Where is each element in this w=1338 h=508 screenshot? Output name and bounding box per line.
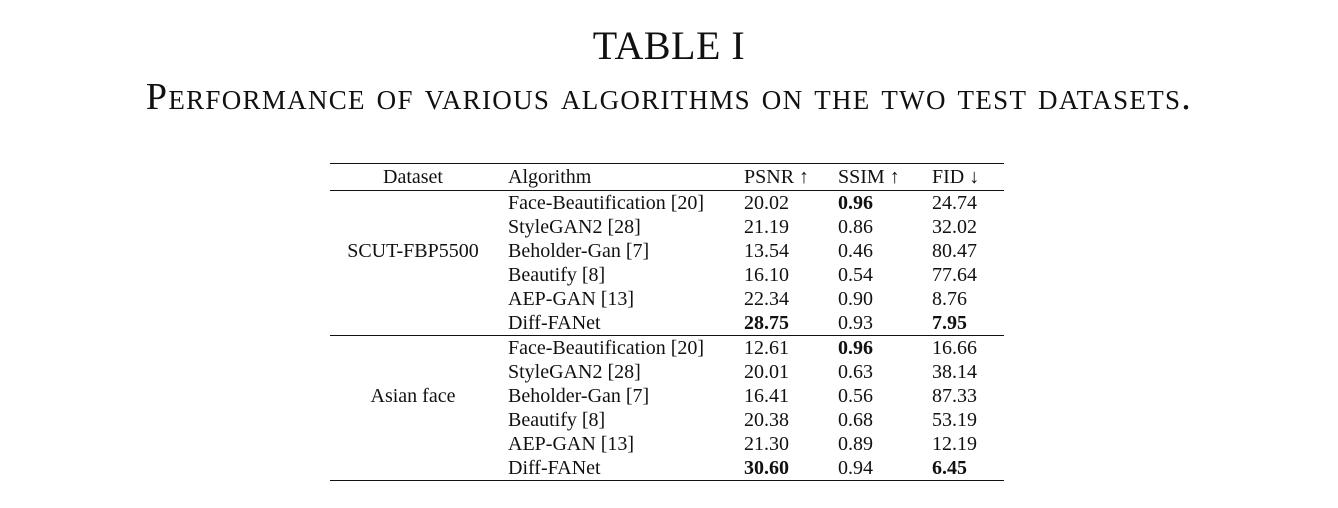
cell-psnr: 13.54 xyxy=(744,240,789,262)
cell-algorithm: Diff-FANet xyxy=(496,456,744,481)
dataset-group: Face-Beautification [20] 12.61 0.96 16.66 St… xyxy=(330,335,1004,481)
cell-ssim: 0.96 xyxy=(838,335,932,360)
cell-fid: 6.45 xyxy=(932,456,1004,481)
table-row: Asian face Beholder-Gan [7] 16.41 0.56 87.33 xyxy=(330,384,1004,408)
cell-dataset xyxy=(330,456,496,481)
cell-dataset xyxy=(330,432,496,456)
cell-psnr: 16.41 xyxy=(744,385,789,407)
cell-fid: 80.47 xyxy=(932,240,977,262)
cell-dataset xyxy=(330,191,496,216)
table-row: Diff-FANet 28.75 0.93 7.95 xyxy=(330,311,1004,336)
cell-algorithm: AEP-GAN [13] xyxy=(508,433,635,455)
cell-algorithm: Beholder-Gan [7] xyxy=(508,385,650,407)
cell-dataset xyxy=(330,311,496,336)
cell-psnr: 20.01 xyxy=(744,361,789,383)
cell-psnr: 22.34 xyxy=(744,288,789,310)
cell-fid: 24.74 xyxy=(932,192,977,214)
cell-fid: 38.14 xyxy=(932,361,977,383)
cell-psnr: 16.10 xyxy=(744,264,789,286)
dataset-group: Face-Beautification [20] 20.02 0.96 24.74 St… xyxy=(330,191,1004,336)
table-row: StyleGAN2 [28] 21.19 0.86 32.02 xyxy=(330,215,1004,239)
cell-dataset xyxy=(330,335,496,360)
cell-algorithm: AEP-GAN [13] xyxy=(508,288,635,310)
cell-psnr: 12.61 xyxy=(744,335,838,360)
table-row: Diff-FANet 30.60 0.94 6.45 xyxy=(330,456,1004,481)
cell-dataset: SCUT-FBP5500 xyxy=(347,240,479,262)
header-fid: FID ↓ xyxy=(932,163,1004,191)
cell-ssim: 0.68 xyxy=(838,409,873,431)
cell-fid: 53.19 xyxy=(932,409,977,431)
header-algorithm: Algorithm xyxy=(496,163,744,191)
cell-ssim: 0.63 xyxy=(838,361,873,383)
table-row: Face-Beautification [20] 20.02 0.96 24.74 xyxy=(330,191,1004,216)
table-row: Face-Beautification [20] 12.61 0.96 16.66 xyxy=(330,335,1004,360)
table-row: AEP-GAN [13] 22.34 0.90 8.76 xyxy=(330,287,1004,311)
cell-algorithm: Diff-FANet xyxy=(508,312,601,334)
cell-fid: 16.66 xyxy=(932,335,1004,360)
cell-psnr: 30.60 xyxy=(744,456,838,481)
header-ssim: SSIM ↑ xyxy=(838,163,932,191)
cell-algorithm: Face-Beautification [20] xyxy=(496,335,744,360)
cell-ssim: 0.46 xyxy=(838,240,873,262)
cell-dataset xyxy=(330,360,496,384)
table-row: Beautify [8] 16.10 0.54 77.64 xyxy=(330,263,1004,287)
cell-psnr: 20.38 xyxy=(744,409,789,431)
cell-psnr: 21.30 xyxy=(744,433,789,455)
cell-ssim: 0.96 xyxy=(838,192,873,214)
cell-ssim: 0.94 xyxy=(838,456,932,481)
cell-psnr: 20.02 xyxy=(744,192,789,214)
cell-algorithm: Face-Beautification [20] xyxy=(508,192,705,214)
cell-dataset xyxy=(330,215,496,239)
cell-dataset xyxy=(330,263,496,287)
cell-algorithm: StyleGAN2 [28] xyxy=(508,361,641,383)
table-row: Beautify [8] 20.38 0.68 53.19 xyxy=(330,408,1004,432)
cell-ssim: 0.90 xyxy=(838,288,873,310)
cell-fid: 8.76 xyxy=(932,288,967,310)
table-header-row: Dataset Algorithm PSNR ↑ SSIM ↑ FID ↓ xyxy=(330,163,1004,191)
table-row: StyleGAN2 [28] 20.01 0.63 38.14 xyxy=(330,360,1004,384)
cell-ssim: 0.56 xyxy=(838,385,873,407)
cell-fid: 12.19 xyxy=(932,433,977,455)
cell-dataset xyxy=(330,287,496,311)
cell-ssim: 0.93 xyxy=(838,312,873,334)
cell-psnr: 28.75 xyxy=(744,312,789,334)
cell-psnr: 21.19 xyxy=(744,216,789,238)
cell-fid: 32.02 xyxy=(932,216,977,238)
header-dataset: Dataset xyxy=(330,163,496,191)
cell-ssim: 0.54 xyxy=(838,264,873,286)
cell-fid: 87.33 xyxy=(932,385,977,407)
cell-fid: 7.95 xyxy=(932,312,967,334)
cell-algorithm: Beautify [8] xyxy=(508,264,606,286)
table-row: SCUT-FBP5500 Beholder-Gan [7] 13.54 0.46 80.… xyxy=(330,239,1004,263)
cell-fid: 77.64 xyxy=(932,264,977,286)
table-title: Performance of various algorithms on the… xyxy=(145,76,1193,118)
results-table-container: Dataset Algorithm PSNR ↑ SSIM ↑ FID ↓ Fa… xyxy=(330,163,1004,481)
cell-algorithm: Beholder-Gan [7] xyxy=(508,240,650,262)
table-row: AEP-GAN [13] 21.30 0.89 12.19 xyxy=(330,432,1004,456)
table-label: TABLE I xyxy=(592,23,746,68)
results-table: Dataset Algorithm PSNR ↑ SSIM ↑ FID ↓ Fa… xyxy=(330,163,1004,481)
cell-ssim: 0.86 xyxy=(838,216,873,238)
cell-algorithm: Beautify [8] xyxy=(508,409,606,431)
cell-dataset: Asian face xyxy=(370,385,456,407)
cell-dataset xyxy=(330,408,496,432)
cell-algorithm: StyleGAN2 [28] xyxy=(508,216,641,238)
header-psnr: PSNR ↑ xyxy=(744,163,838,191)
cell-ssim: 0.89 xyxy=(838,433,873,455)
